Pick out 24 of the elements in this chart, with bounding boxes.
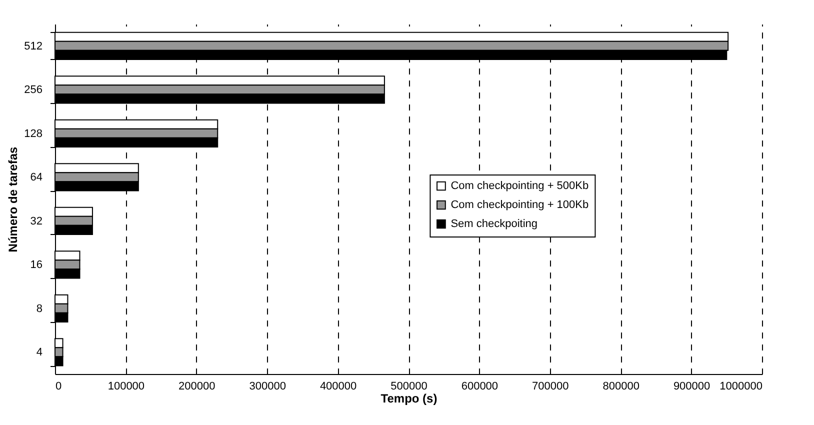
y-tick-label: 4 — [36, 346, 42, 359]
y-axis-title: Número de tarefas — [6, 146, 20, 252]
x-tick-label: 200000 — [178, 380, 216, 392]
x-tick-label: 0 — [56, 380, 62, 392]
y-tick-label: 512 — [24, 40, 42, 52]
y-tick-label: 32 — [30, 215, 42, 228]
y-tick-label: 256 — [24, 84, 42, 96]
legend-label: Com checkpointing + 100Kb — [450, 199, 589, 211]
x-tick-label: 1000000 — [720, 380, 762, 392]
y-tick-label: 16 — [30, 259, 42, 272]
x-tick-label: 300000 — [249, 380, 286, 392]
x-tick-label: 400000 — [320, 380, 357, 392]
y-tick-label: 8 — [36, 302, 42, 315]
legend-label: Com checkpointing + 500Kb — [450, 180, 589, 192]
x-tick-label: 600000 — [461, 380, 498, 392]
y-tick-label: 128 — [24, 128, 42, 140]
x-tick-label: 100000 — [108, 380, 145, 392]
x-tick-label: 900000 — [673, 380, 710, 392]
legend-label: Sem checkpoiting — [450, 218, 538, 230]
x-axis-title: Tempo (s) — [380, 392, 438, 406]
x-tick-label: 800000 — [602, 380, 640, 392]
x-tick-label: 500000 — [390, 380, 428, 392]
x-tick-label: 700000 — [532, 380, 569, 392]
y-tick-label: 64 — [30, 172, 42, 184]
